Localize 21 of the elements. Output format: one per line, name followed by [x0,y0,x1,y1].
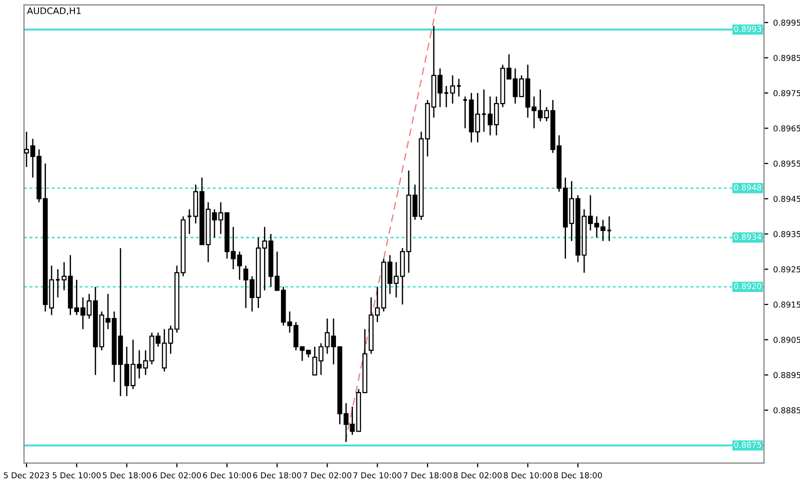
ref-line-label: 0.8934 [734,234,762,240]
x-tick-label: 8 Dec 02:00 [454,472,502,478]
x-tick-label: 5 Dec 10:00 [52,472,101,478]
x-tick-label: 7 Dec 18:00 [404,472,452,478]
ref-line-label: 0.8948 [734,184,762,190]
x-tick-label: 8 Dec 18:00 [554,472,602,478]
candlestick [606,216,612,242]
x-tick-label: 5 Dec 18:00 [102,472,151,478]
x-tick-label: 7 Dec 02:00 [303,472,352,478]
ref-line-label: 0.8875 [734,442,762,448]
ref-line-label: 0.8920 [734,283,762,290]
ref-line-label: 0.8993 [734,26,762,32]
x-tick-label: 6 Dec 10:00 [203,472,252,478]
x-tick-label: 6 Dec 02:00 [152,472,201,478]
candlestick [450,74,456,104]
x-tick-label: 6 Dec 18:00 [253,472,302,478]
chart-title: AUDCAD,H1 [27,7,81,16]
x-tick-label: 5 Dec 2023 [4,472,50,478]
x-tick-label: 7 Dec 10:00 [354,472,402,478]
candlestick [462,96,468,129]
x-tick-label: 8 Dec 10:00 [504,472,552,478]
